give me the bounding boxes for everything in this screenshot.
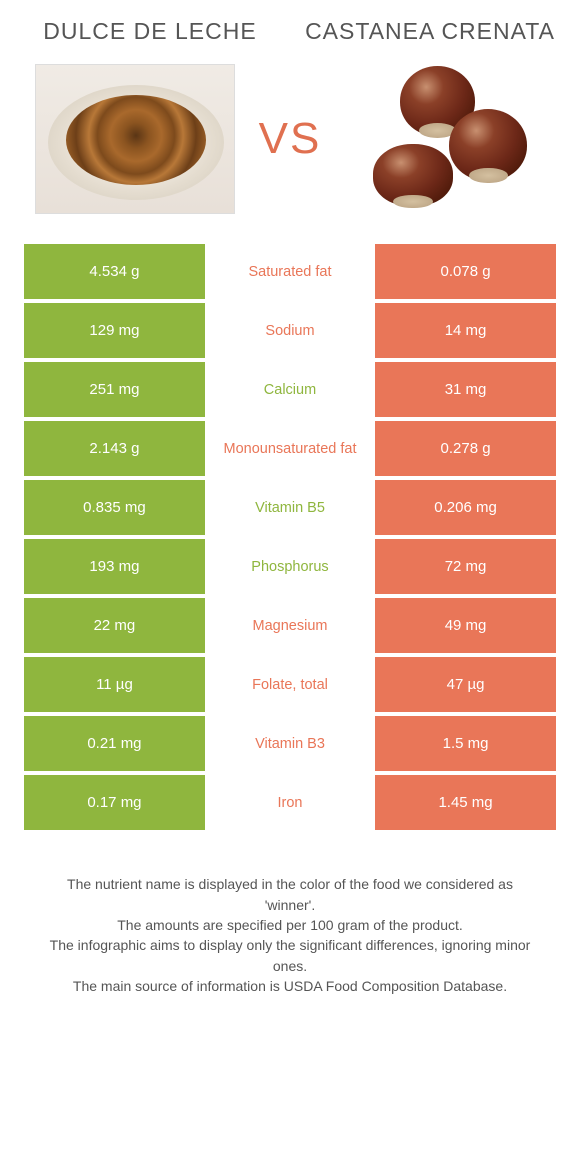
table-row: 0.17 mgIron1.45 mg bbox=[24, 775, 556, 830]
dulce-de-leche-icon bbox=[35, 64, 235, 214]
value-right: 1.45 mg bbox=[375, 775, 556, 830]
nutrient-label: Phosphorus bbox=[205, 539, 375, 594]
nutrient-label: Magnesium bbox=[205, 598, 375, 653]
table-row: 0.21 mgVitamin B31.5 mg bbox=[24, 716, 556, 771]
value-right: 31 mg bbox=[375, 362, 556, 417]
footer-line: The infographic aims to display only the… bbox=[40, 935, 540, 976]
food-image-left bbox=[35, 64, 235, 214]
value-left: 251 mg bbox=[24, 362, 205, 417]
nutrient-label: Sodium bbox=[205, 303, 375, 358]
value-left: 11 µg bbox=[24, 657, 205, 712]
value-left: 193 mg bbox=[24, 539, 205, 594]
value-left: 129 mg bbox=[24, 303, 205, 358]
table-row: 129 mgSodium14 mg bbox=[24, 303, 556, 358]
footer-line: The nutrient name is displayed in the co… bbox=[40, 874, 540, 915]
value-left: 22 mg bbox=[24, 598, 205, 653]
value-right: 0.078 g bbox=[375, 244, 556, 299]
nutrient-label: Iron bbox=[205, 775, 375, 830]
table-row: 11 µgFolate, total47 µg bbox=[24, 657, 556, 712]
nutrient-label: Folate, total bbox=[205, 657, 375, 712]
value-right: 72 mg bbox=[375, 539, 556, 594]
table-row: 193 mgPhosphorus72 mg bbox=[24, 539, 556, 594]
value-right: 0.206 mg bbox=[375, 480, 556, 535]
food-image-right bbox=[345, 64, 545, 214]
value-right: 14 mg bbox=[375, 303, 556, 358]
table-row: 0.835 mgVitamin B50.206 mg bbox=[24, 480, 556, 535]
nutrient-label: Vitamin B5 bbox=[205, 480, 375, 535]
value-right: 0.278 g bbox=[375, 421, 556, 476]
footer-notes: The nutrient name is displayed in the co… bbox=[0, 834, 580, 996]
nutrient-label: Vitamin B3 bbox=[205, 716, 375, 771]
table-row: 251 mgCalcium31 mg bbox=[24, 362, 556, 417]
title-right: CASTANEA CRENATA bbox=[304, 18, 556, 44]
nutrient-label: Monounsaturated fat bbox=[205, 421, 375, 476]
header: DULCE DE LECHE CASTANEA CRENATA bbox=[0, 0, 580, 54]
value-left: 0.21 mg bbox=[24, 716, 205, 771]
value-right: 47 µg bbox=[375, 657, 556, 712]
chestnuts-icon bbox=[345, 64, 545, 214]
value-left: 2.143 g bbox=[24, 421, 205, 476]
nutrient-label: Calcium bbox=[205, 362, 375, 417]
vs-label: VS bbox=[259, 114, 322, 164]
table-row: 22 mgMagnesium49 mg bbox=[24, 598, 556, 653]
value-left: 4.534 g bbox=[24, 244, 205, 299]
images-row: VS bbox=[0, 54, 580, 244]
footer-line: The amounts are specified per 100 gram o… bbox=[40, 915, 540, 935]
footer-line: The main source of information is USDA F… bbox=[40, 976, 540, 996]
table-row: 2.143 gMonounsaturated fat0.278 g bbox=[24, 421, 556, 476]
value-right: 1.5 mg bbox=[375, 716, 556, 771]
value-right: 49 mg bbox=[375, 598, 556, 653]
table-row: 4.534 gSaturated fat0.078 g bbox=[24, 244, 556, 299]
value-left: 0.17 mg bbox=[24, 775, 205, 830]
title-left: DULCE DE LECHE bbox=[24, 18, 276, 44]
comparison-table: 4.534 gSaturated fat0.078 g129 mgSodium1… bbox=[0, 244, 580, 830]
value-left: 0.835 mg bbox=[24, 480, 205, 535]
nutrient-label: Saturated fat bbox=[205, 244, 375, 299]
